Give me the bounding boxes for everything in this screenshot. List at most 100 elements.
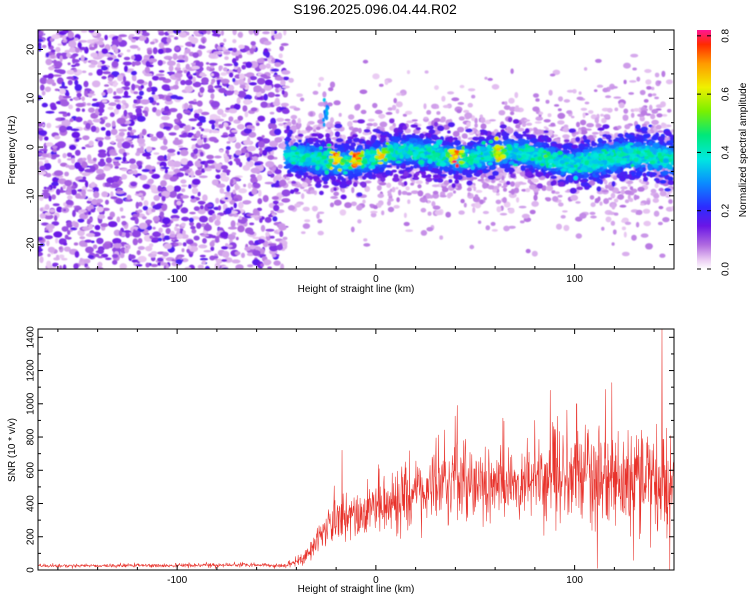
noise-blob — [71, 157, 76, 164]
noise-blob — [78, 40, 88, 43]
noise-blob — [235, 264, 244, 269]
noise-blob — [183, 69, 188, 74]
noise-blob — [252, 182, 261, 189]
noise-blob — [112, 80, 118, 88]
noise-blob — [271, 253, 277, 258]
band-halo-blob — [644, 69, 652, 73]
noise-blob — [136, 115, 146, 122]
noise-blob — [90, 125, 97, 132]
noise-blob — [110, 141, 115, 144]
noise-blob — [235, 149, 242, 156]
band-halo-blob — [628, 92, 635, 95]
noise-blob — [262, 149, 268, 156]
noise-blob — [89, 46, 96, 51]
noise-blob — [251, 188, 258, 195]
band-halo-blob — [603, 179, 608, 185]
noise-blob — [72, 59, 80, 63]
band-halo-blob — [434, 85, 439, 90]
noise-blob — [61, 81, 65, 88]
band-halo-blob — [535, 98, 540, 102]
band-blob — [436, 125, 445, 132]
noise-blob — [57, 43, 63, 46]
noise-blob — [121, 220, 127, 226]
noise-blob — [176, 70, 183, 74]
noise-blob — [243, 99, 252, 105]
noise-blob — [118, 230, 123, 237]
noise-blob — [114, 156, 122, 161]
noise-blob — [273, 33, 282, 40]
band-halo-blob — [617, 194, 625, 200]
band-halo-blob — [532, 188, 541, 191]
band-halo-blob — [379, 121, 388, 128]
band-halo-blob — [627, 183, 631, 187]
noise-blob — [132, 129, 137, 133]
band-halo-blob — [510, 68, 514, 74]
noise-blob — [109, 112, 115, 118]
noise-blob — [179, 167, 187, 172]
noise-blob — [224, 155, 230, 163]
noise-blob — [259, 248, 265, 255]
noise-blob — [263, 259, 272, 266]
band-halo-blob — [440, 116, 446, 122]
noise-blob — [130, 135, 139, 139]
band-halo-blob — [521, 213, 530, 219]
noise-blob — [104, 84, 109, 87]
band-halo-blob — [651, 86, 655, 91]
noise-blob — [113, 91, 117, 96]
noise-blob — [170, 214, 180, 220]
noise-blob — [41, 44, 47, 49]
noise-blob — [151, 201, 156, 206]
band-halo-blob — [570, 194, 579, 201]
band-halo-blob — [467, 192, 471, 197]
band-halo-blob — [297, 117, 302, 124]
noise-blob — [146, 156, 151, 160]
noise-blob — [45, 52, 50, 58]
noise-blob — [280, 79, 286, 86]
noise-blob — [58, 111, 67, 114]
noise-blob — [190, 138, 198, 141]
noise-blob — [97, 61, 102, 66]
band-halo-blob — [411, 119, 418, 122]
band-halo-blob — [378, 182, 387, 186]
band-halo-blob — [296, 184, 304, 188]
band-halo-blob — [445, 211, 452, 218]
noise-blob — [139, 132, 143, 139]
noise-blob — [95, 137, 105, 141]
band-halo-blob — [617, 125, 622, 130]
noise-blob — [44, 204, 50, 211]
noise-blob — [251, 44, 257, 50]
noise-blob — [156, 102, 160, 106]
band-halo-blob — [610, 220, 616, 226]
noise-blob — [77, 218, 85, 223]
band-halo-blob — [369, 203, 374, 207]
noise-blob — [86, 189, 94, 192]
noise-blob — [61, 257, 68, 261]
band-blob — [334, 131, 341, 138]
noise-blob — [150, 237, 160, 241]
band-blob — [432, 174, 439, 179]
noise-blob — [148, 80, 153, 88]
noise-blob — [63, 246, 71, 252]
noise-blob — [114, 47, 119, 55]
band-halo-blob — [305, 126, 314, 131]
noise-blob — [164, 99, 173, 105]
band-blob — [347, 138, 353, 144]
noise-blob — [234, 183, 239, 191]
noise-blob — [214, 115, 221, 120]
noise-blob — [260, 74, 268, 78]
noise-blob — [215, 235, 220, 243]
band-halo-blob — [457, 102, 465, 105]
band-halo-blob — [384, 79, 389, 85]
band-halo-blob — [594, 198, 601, 202]
noise-blob — [270, 30, 275, 36]
band-halo-blob — [654, 96, 659, 100]
noise-blob — [265, 231, 270, 237]
band-halo-blob — [630, 53, 639, 58]
noise-blob — [56, 206, 63, 213]
band-halo-blob — [557, 108, 562, 112]
band-halo-blob — [426, 227, 434, 232]
noise-blob — [124, 137, 132, 141]
noise-blob — [226, 170, 230, 176]
noise-blob — [183, 109, 191, 114]
noise-blob — [137, 47, 141, 51]
